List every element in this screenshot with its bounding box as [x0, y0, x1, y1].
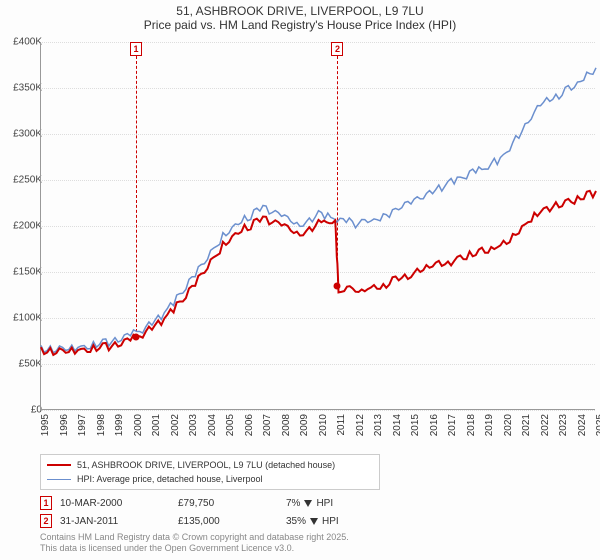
series-hpi — [41, 68, 596, 353]
sales-table: 1 10-MAR-2000 £79,750 7% HPI 2 31-JAN-2011 £135… — [40, 494, 560, 530]
x-tick-label: 2006 — [244, 414, 255, 436]
legend: 51, ASHBROOK DRIVE, LIVERPOOL, L9 7LU (d… — [40, 454, 380, 490]
x-tick-label: 2010 — [318, 414, 329, 436]
x-tick-label: 2009 — [299, 414, 310, 436]
x-tick-label: 2021 — [521, 414, 532, 436]
x-tick-label: 2022 — [540, 414, 551, 436]
delta-pct: 35% — [286, 516, 306, 527]
x-tick-label: 2016 — [429, 414, 440, 436]
y-tick-label: £350K — [13, 83, 42, 94]
chart-container: 51, ASHBROOK DRIVE, LIVERPOOL, L9 7LU Pr… — [0, 0, 600, 560]
x-tick-label: 1998 — [96, 414, 107, 436]
series-property — [41, 191, 596, 355]
legend-item-hpi: HPI: Average price, detached house, Live… — [47, 472, 373, 486]
x-tick-label: 2012 — [355, 414, 366, 436]
y-tick-label: £50K — [19, 359, 42, 370]
x-tick-label: 2003 — [188, 414, 199, 436]
y-tick-label: £150K — [13, 267, 42, 278]
sales-row-price: £79,750 — [178, 498, 278, 509]
x-tick-label: 2007 — [262, 414, 273, 436]
footer-line1: Contains HM Land Registry data © Crown c… — [40, 532, 349, 543]
legend-label-hpi: HPI: Average price, detached house, Live… — [77, 472, 262, 486]
x-tick-label: 2023 — [558, 414, 569, 436]
sales-row-delta: 7% HPI — [286, 498, 406, 509]
title-address: 51, ASHBROOK DRIVE, LIVERPOOL, L9 7LU — [0, 4, 600, 18]
x-tick-label: 2025 — [595, 414, 600, 436]
delta-vs: HPI — [316, 498, 333, 509]
footer-line2: This data is licensed under the Open Gov… — [40, 543, 349, 554]
y-tick-label: £300K — [13, 129, 42, 140]
x-tick-label: 2002 — [170, 414, 181, 436]
x-tick-label: 2014 — [392, 414, 403, 436]
legend-label-property: 51, ASHBROOK DRIVE, LIVERPOOL, L9 7LU (d… — [77, 458, 335, 472]
x-tick-label: 2011 — [336, 414, 347, 436]
title-subtitle: Price paid vs. HM Land Registry's House … — [0, 18, 600, 32]
legend-item-property: 51, ASHBROOK DRIVE, LIVERPOOL, L9 7LU (d… — [47, 458, 373, 472]
x-tick-label: 2001 — [151, 414, 162, 436]
y-gridline — [40, 410, 595, 411]
x-tick-label: 2000 — [133, 414, 144, 436]
sales-row-delta: 35% HPI — [286, 516, 406, 527]
x-tick-label: 2004 — [207, 414, 218, 436]
arrow-down-icon — [310, 518, 318, 525]
footer-attribution: Contains HM Land Registry data © Crown c… — [40, 532, 349, 554]
x-tick-label: 1999 — [114, 414, 125, 436]
x-tick-label: 2013 — [373, 414, 384, 436]
x-tick-label: 2005 — [225, 414, 236, 436]
x-tick-label: 2019 — [484, 414, 495, 436]
line-series-svg — [41, 42, 596, 410]
legend-swatch-hpi — [47, 479, 71, 480]
x-tick-label: 2008 — [281, 414, 292, 436]
sales-row-price: £135,000 — [178, 516, 278, 527]
sales-row-2: 2 31-JAN-2011 £135,000 35% HPI — [40, 512, 560, 530]
delta-vs: HPI — [322, 516, 339, 527]
y-tick-label: £200K — [13, 221, 42, 232]
legend-swatch-property — [47, 464, 71, 466]
y-tick-label: £100K — [13, 313, 42, 324]
sales-row-marker: 1 — [40, 496, 52, 510]
delta-pct: 7% — [286, 498, 300, 509]
x-tick-label: 2024 — [577, 414, 588, 436]
sales-row-date: 31-JAN-2011 — [60, 516, 170, 527]
y-tick-label: £400K — [13, 37, 42, 48]
y-tick-label: £250K — [13, 175, 42, 186]
x-tick-label: 1997 — [77, 414, 88, 436]
x-tick-label: 2020 — [503, 414, 514, 436]
x-tick-label: 2017 — [447, 414, 458, 436]
x-tick-label: 2015 — [410, 414, 421, 436]
x-tick-label: 1995 — [40, 414, 51, 436]
sales-row-1: 1 10-MAR-2000 £79,750 7% HPI — [40, 494, 560, 512]
plot-area — [40, 42, 595, 410]
x-tick-label: 2018 — [466, 414, 477, 436]
chart-title: 51, ASHBROOK DRIVE, LIVERPOOL, L9 7LU Pr… — [0, 0, 600, 34]
x-tick-label: 1996 — [59, 414, 70, 436]
sales-row-date: 10-MAR-2000 — [60, 498, 170, 509]
arrow-down-icon — [304, 500, 312, 507]
sales-row-marker: 2 — [40, 514, 52, 528]
